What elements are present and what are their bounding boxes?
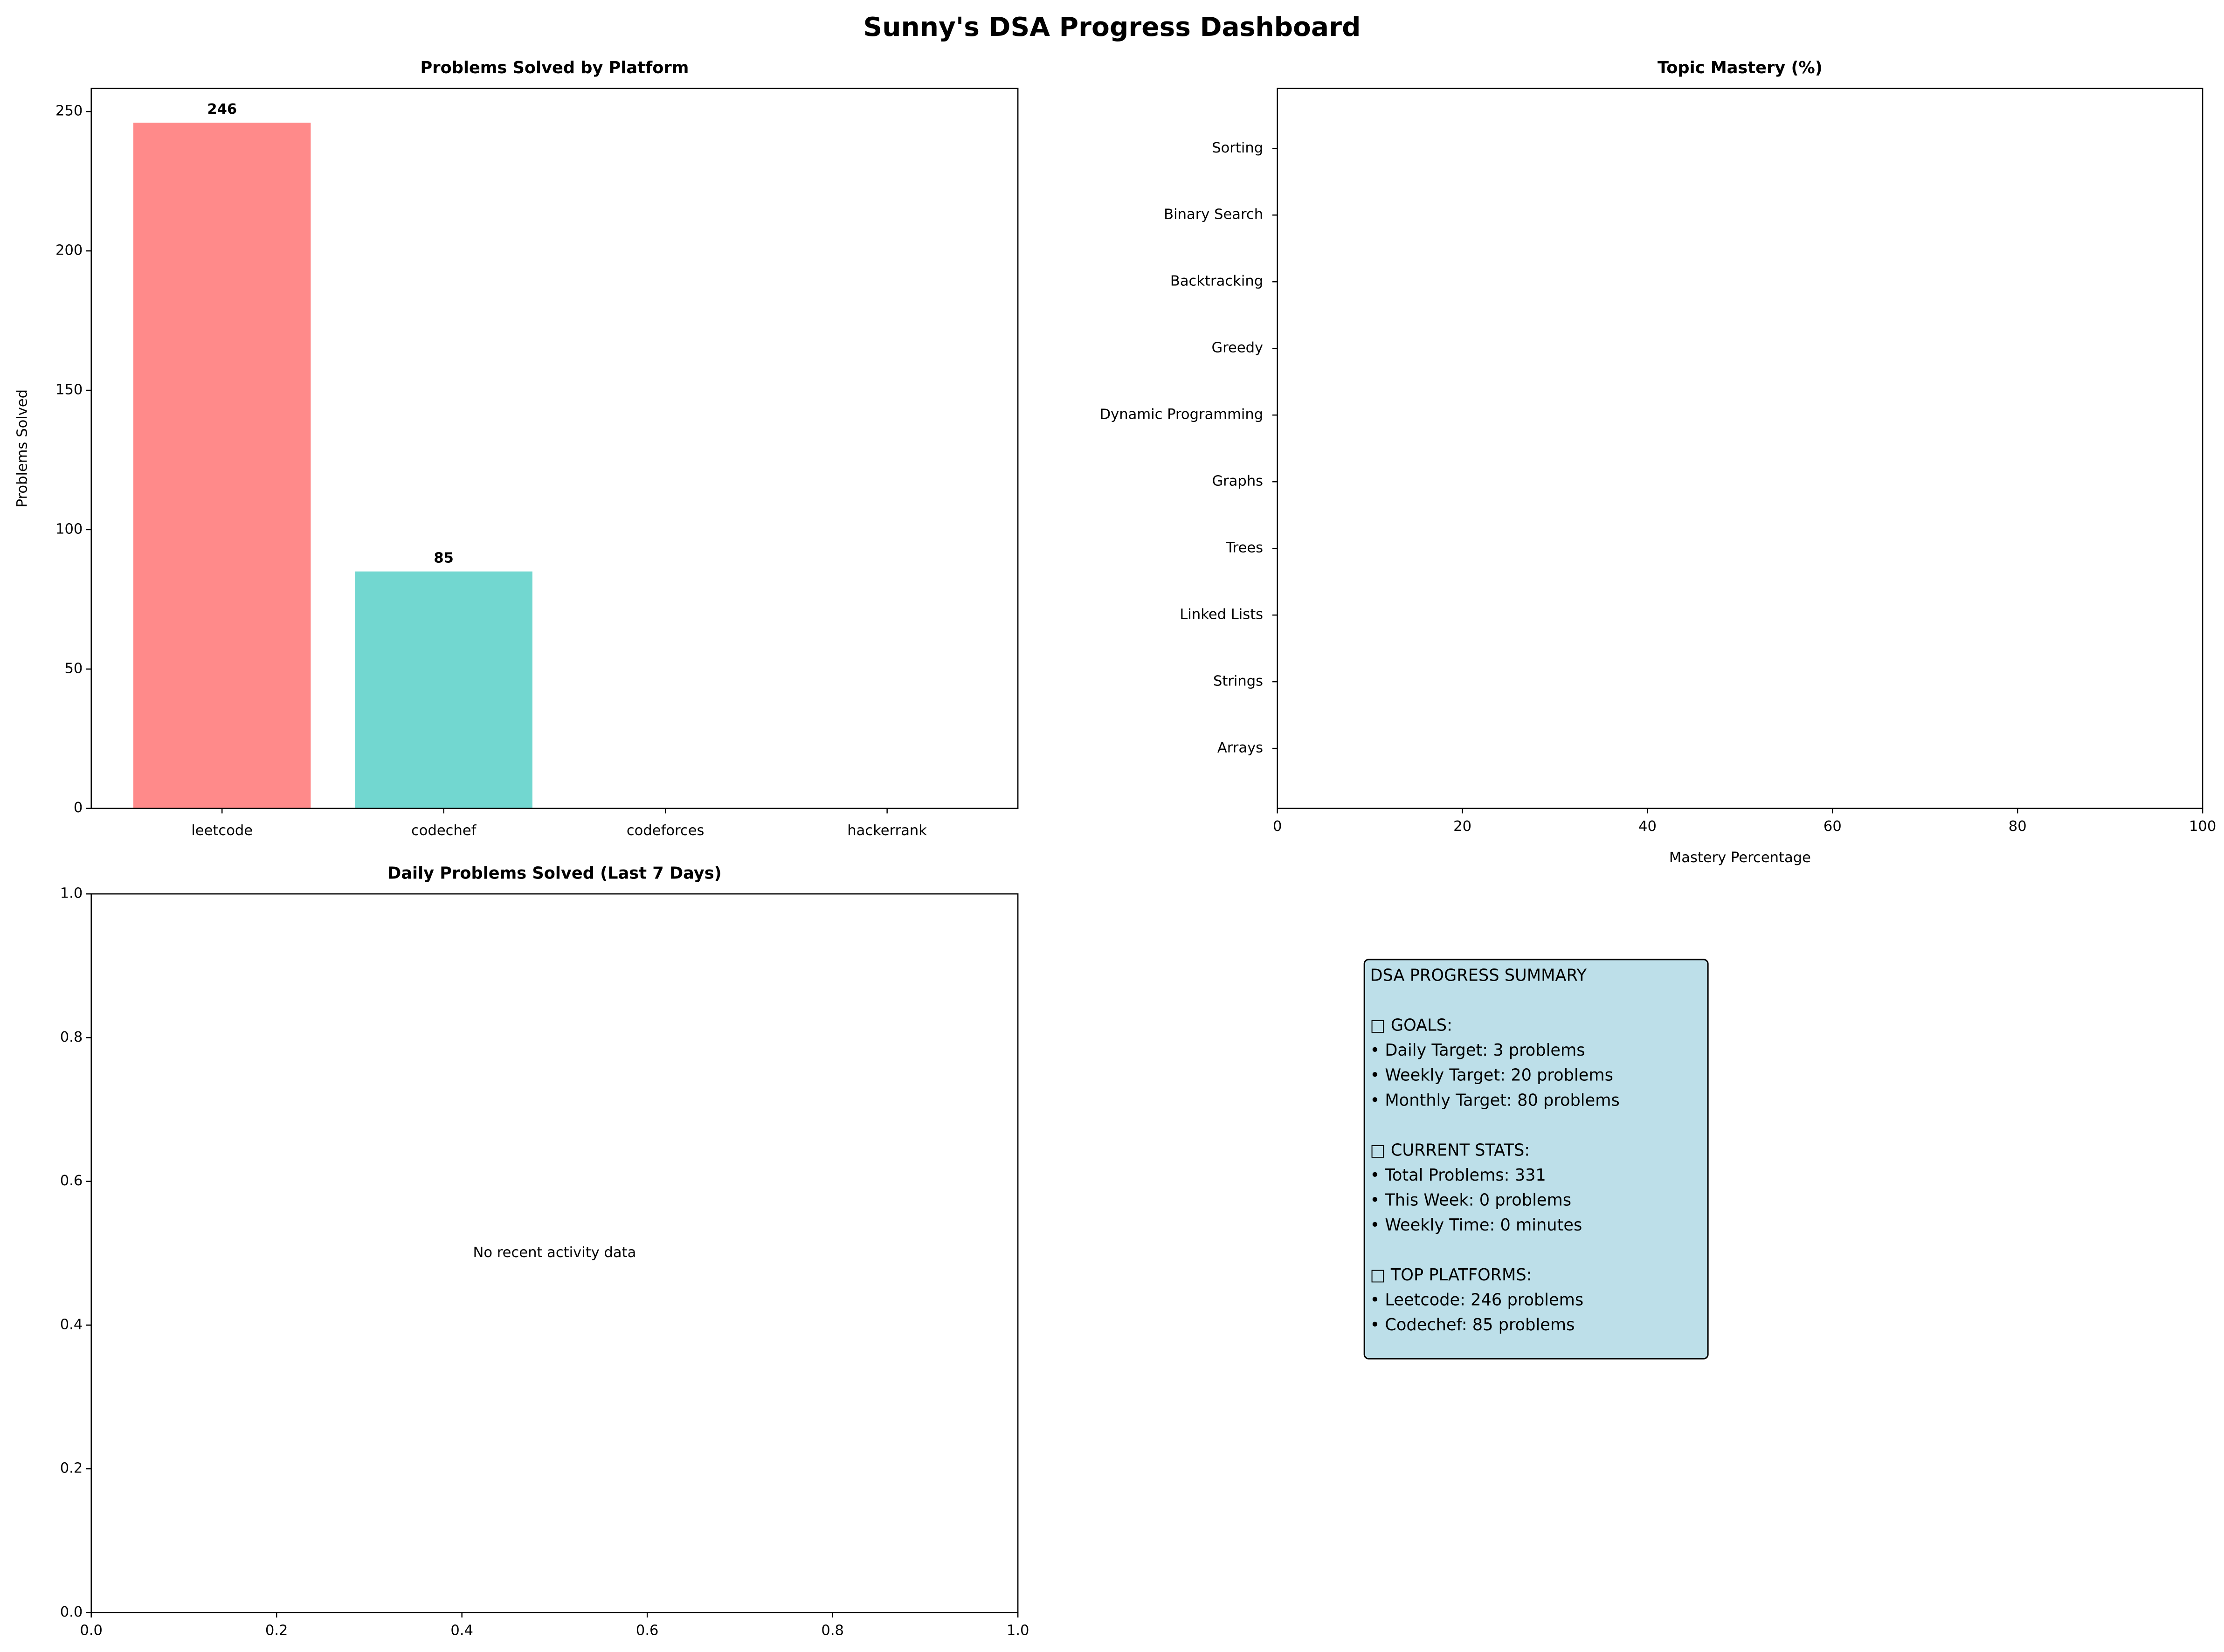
- x-tick-label: 0.2: [265, 1623, 288, 1639]
- bar: [355, 571, 532, 809]
- x-tick-label: codeforces: [627, 823, 704, 839]
- summary-item: • Total Problems: 331: [1370, 1166, 1546, 1185]
- y-tick-label: Graphs: [1212, 473, 1263, 490]
- summary-item: • Daily Target: 3 problems: [1370, 1041, 1585, 1060]
- chart-title: Topic Mastery (%): [1658, 58, 1823, 77]
- axes-frame: [90, 88, 1019, 809]
- summary-item: • Codechef: 85 problems: [1370, 1315, 1575, 1334]
- summary-heading: □ GOALS:: [1370, 1016, 1452, 1035]
- summary-item: • This Week: 0 problems: [1370, 1190, 1571, 1210]
- y-tick-label: Arrays: [1217, 740, 1263, 756]
- y-tick-label: 100: [55, 521, 83, 537]
- y-tick-label: Linked Lists: [1180, 607, 1263, 623]
- y-tick-label: Strings: [1213, 673, 1263, 690]
- y-tick-label: Trees: [1226, 540, 1264, 556]
- x-tick-label: 60: [1823, 818, 1842, 835]
- x-tick-label: leetcode: [191, 823, 253, 839]
- annotation: No recent activity data: [473, 1244, 636, 1261]
- value-label: 85: [434, 550, 454, 567]
- bar: [133, 123, 311, 809]
- summary-item: • Monthly Target: 80 problems: [1370, 1091, 1619, 1110]
- y-tick-label: 1.0: [60, 885, 83, 902]
- summary-title: DSA PROGRESS SUMMARY: [1370, 966, 1587, 985]
- y-tick-label: Dynamic Programming: [1100, 407, 1263, 423]
- x-tick-label: 1.0: [1007, 1623, 1029, 1639]
- x-tick-label: 0.6: [636, 1623, 659, 1639]
- y-tick-label: 0.8: [60, 1029, 83, 1045]
- y-tick-label: Binary Search: [1164, 207, 1263, 223]
- summary-heading: □ CURRENT STATS:: [1370, 1141, 1530, 1160]
- summary-item: • Leetcode: 246 problems: [1370, 1290, 1583, 1309]
- x-tick-label: 40: [1638, 818, 1657, 835]
- y-tick-label: 0.0: [60, 1604, 83, 1620]
- summary-box: [1363, 959, 1709, 1360]
- summary-item: • Weekly Target: 20 problems: [1370, 1066, 1613, 1085]
- x-tick-label: hackerrank: [847, 823, 927, 839]
- y-tick-label: Greedy: [1211, 340, 1263, 356]
- x-tick-label: 20: [1453, 818, 1471, 835]
- x-tick-label: 0.4: [450, 1623, 473, 1639]
- y-tick-label: Sorting: [1212, 140, 1263, 156]
- x-tick-label: 0: [1273, 818, 1282, 835]
- dashboard-title: Sunny's DSA Progress Dashboard: [863, 12, 1361, 42]
- x-axis-label: Mastery Percentage: [1669, 850, 1811, 866]
- y-tick-label: 0: [74, 800, 83, 816]
- summary-item: • Weekly Time: 0 minutes: [1370, 1216, 1582, 1235]
- chart-title: Problems Solved by Platform: [420, 58, 689, 77]
- value-label: 246: [207, 101, 237, 118]
- axes-frame: [1277, 88, 2203, 809]
- x-tick-label: 80: [2009, 818, 2027, 835]
- x-tick-label: 0.8: [821, 1623, 844, 1639]
- y-tick-label: 0.2: [60, 1460, 83, 1477]
- chart-title: Daily Problems Solved (Last 7 Days): [387, 864, 722, 883]
- summary-heading: □ TOP PLATFORMS:: [1370, 1265, 1532, 1285]
- x-tick-label: 100: [2189, 818, 2216, 835]
- y-tick-label: 250: [55, 103, 83, 119]
- y-tick-label: 150: [55, 382, 83, 398]
- y-tick-label: 200: [55, 242, 83, 259]
- x-tick-label: codechef: [411, 823, 477, 839]
- y-axis-label: Problems Solved: [14, 389, 30, 507]
- y-tick-label: 0.4: [60, 1316, 83, 1333]
- y-tick-label: 50: [64, 660, 83, 677]
- y-tick-label: 0.6: [60, 1173, 83, 1189]
- axes-frame: [90, 893, 1019, 1613]
- y-tick-label: Backtracking: [1170, 273, 1263, 290]
- x-tick-label: 0.0: [80, 1623, 103, 1639]
